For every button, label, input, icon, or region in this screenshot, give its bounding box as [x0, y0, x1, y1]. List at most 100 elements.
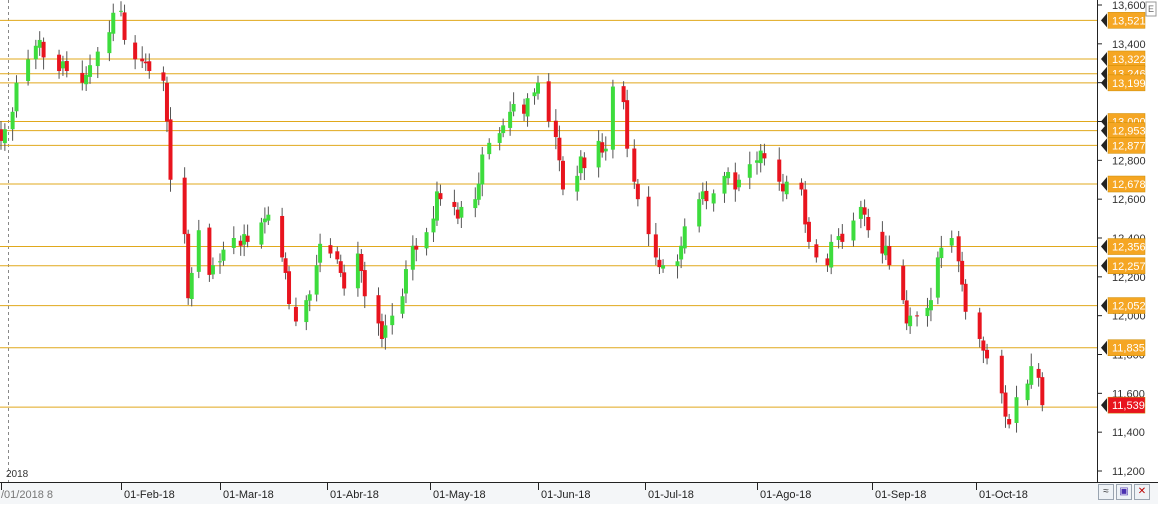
candle-body: [41, 41, 46, 58]
wave-icon[interactable]: ≈: [1098, 484, 1114, 500]
candle-body: [862, 207, 867, 215]
candle-body: [829, 241, 834, 268]
level-arrow: [1101, 123, 1107, 138]
x-tick-label: 01-Mar-18: [223, 489, 274, 501]
candle-body: [318, 243, 323, 263]
candle-body: [307, 294, 312, 301]
candle-body: [557, 137, 562, 161]
candle-body: [780, 183, 785, 192]
level-arrow: [1101, 398, 1107, 413]
candle-body: [880, 231, 885, 254]
candle-body: [1040, 377, 1045, 406]
candle-body: [777, 159, 782, 182]
candle-body: [328, 245, 333, 254]
level-label: 12,678: [1112, 179, 1146, 191]
level-label-bg: [1107, 257, 1146, 275]
y-tick-label: 12,800: [1112, 155, 1146, 167]
candle-body: [210, 265, 215, 275]
candle-body: [379, 321, 384, 339]
candle-body: [704, 190, 709, 202]
candle-body: [806, 221, 811, 242]
candle-body: [949, 238, 954, 246]
level-label: 12,356: [1112, 242, 1146, 254]
y-tick-label: 13,400: [1112, 39, 1146, 51]
candle-body: [501, 125, 506, 134]
candle-body: [508, 111, 513, 128]
level-label-bg: [1107, 137, 1146, 154]
candle-body: [985, 349, 990, 359]
candle-body: [400, 296, 405, 314]
x-tick-label: 01-May-18: [433, 489, 486, 501]
candle-body: [836, 236, 841, 241]
candle-body: [497, 133, 502, 143]
candle-body: [1003, 392, 1008, 417]
candle-body: [733, 172, 738, 190]
level-label: 12,877: [1112, 140, 1146, 152]
candle-body: [736, 179, 741, 188]
candle-body: [625, 100, 630, 149]
candle-body: [122, 12, 127, 40]
level-arrow: [1101, 340, 1107, 355]
candle-body: [338, 261, 343, 273]
candle-body: [95, 51, 100, 67]
candle-body: [390, 315, 395, 326]
candle-body: [711, 193, 716, 204]
candle-body: [578, 156, 583, 174]
candle-body: [956, 236, 961, 262]
candle-body: [221, 249, 226, 261]
level-label: 12,257: [1112, 261, 1146, 273]
candle-body: [26, 59, 31, 82]
candle-body: [963, 283, 968, 312]
scroll-button[interactable]: [1145, 1, 1157, 17]
save-icon[interactable]: ▣: [1116, 484, 1132, 500]
candle-body: [522, 104, 527, 114]
candle-body: [610, 86, 615, 150]
level-arrow: [1101, 13, 1107, 28]
candle-body: [314, 265, 319, 295]
candle-body: [883, 245, 888, 256]
candle-body: [1007, 418, 1012, 425]
candle-body: [1029, 366, 1034, 385]
candle-body: [722, 175, 727, 194]
candle-body: [758, 150, 763, 164]
candle-body: [657, 259, 662, 268]
level-arrow: [1101, 138, 1107, 153]
x-tick-label: 01-Jul-18: [648, 489, 694, 501]
y-tick-label: 12,200: [1112, 272, 1146, 284]
y-tick-label: 11,400: [1112, 427, 1145, 439]
candle-body: [762, 153, 767, 159]
year-label: 2018: [6, 469, 29, 480]
candle-body: [977, 312, 982, 339]
candle-body: [245, 235, 250, 242]
candle-body: [553, 120, 558, 138]
candle-body: [755, 160, 759, 163]
level-arrow: [1101, 239, 1107, 254]
candle-body: [143, 61, 148, 64]
x-tick-label: 01-Ago-18: [760, 489, 811, 501]
candle-body: [935, 257, 940, 298]
close-icon[interactable]: ✕: [1134, 484, 1150, 500]
candle-body: [452, 201, 457, 207]
x-tick-label: 01-Abr-18: [330, 489, 379, 501]
last-price-label: 11,539: [1112, 400, 1145, 412]
level-arrow: [1101, 298, 1107, 313]
level-label: 12,953: [1112, 126, 1146, 138]
candle-body: [928, 300, 933, 311]
candle-body: [925, 307, 930, 317]
candle-body: [14, 82, 19, 112]
candle-body: [410, 245, 415, 270]
candle-body: [799, 182, 804, 190]
candle-body: [661, 265, 666, 269]
candle-body: [64, 61, 69, 72]
level-label-bg: [1107, 74, 1146, 92]
candle-body: [682, 226, 687, 249]
x-tick-label: 01-Feb-18: [124, 489, 175, 501]
candle-body: [168, 119, 173, 180]
candle-body: [939, 247, 944, 259]
candle-body: [283, 258, 288, 273]
candle-body: [596, 140, 601, 168]
y-tick-label: 13,600: [1112, 0, 1146, 12]
level-label-bg: [1107, 339, 1146, 356]
candle-body: [37, 39, 42, 48]
